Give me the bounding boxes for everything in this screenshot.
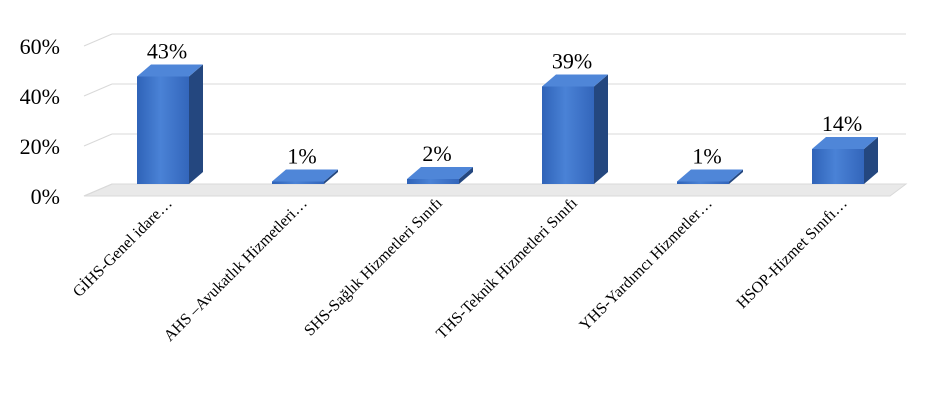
x-tick-label: AHS –Avukatlık Hizmetleri… [161,195,311,345]
bar-front [407,179,459,184]
bar [677,169,743,184]
y-tick-label: 40% [20,84,60,109]
y-tick-label: 20% [20,134,60,159]
x-axis-ticks: GİHS-Genel idare…AHS –Avukatlık Hizmetle… [69,194,851,345]
y-axis-ticks: 0% 20% 40% 60% [20,34,60,209]
bar-top [812,137,878,149]
bar [812,137,878,184]
bar-top [677,169,743,182]
x-tick-label: HSOP-Hizmet Sınıfı… [734,195,851,312]
bar-front [812,149,864,184]
bar-side [459,167,473,184]
gridline-depth [83,83,113,97]
y-tick-label: 0% [31,184,60,209]
chart-floor [83,183,908,197]
bars [137,64,878,184]
bar-top [407,167,473,179]
gridline-depth [83,133,113,147]
x-tick-label: SHS-Sağlık Hizmetleri Sınıfı [301,194,446,339]
bar-front [137,76,189,184]
bar [542,74,608,184]
data-label: 1% [692,144,721,169]
bar-top [542,74,608,87]
x-tick-label: THS-Teknik Hizmetleri Sınıfı [433,194,581,342]
bar-side [864,137,878,184]
x-tick-label: GİHS-Genel idare… [69,194,176,301]
bar-top [272,169,338,182]
bar-top [137,64,203,77]
gridlines [83,33,908,197]
data-label: 43% [147,39,187,64]
bar-front [542,86,594,184]
data-labels: 43% 1% 2% 39% 1% 14% [147,39,862,169]
data-label: 2% [422,141,451,166]
bar-side [189,64,203,184]
data-label: 14% [822,111,862,136]
gridline-depth [83,33,113,47]
bar-side [594,74,608,184]
bar-side [729,169,743,184]
bar-side [324,169,338,184]
y-tick-label: 60% [20,34,60,59]
bar [407,167,473,184]
data-label: 1% [287,144,316,169]
bar-front [272,181,324,184]
bar [272,169,338,184]
x-tick-label: YHS-Yardımcı Hizmetler… [576,195,715,334]
gridline-depth [83,183,113,197]
bar [137,64,203,184]
data-label: 39% [552,49,592,74]
bar-front [677,181,729,184]
